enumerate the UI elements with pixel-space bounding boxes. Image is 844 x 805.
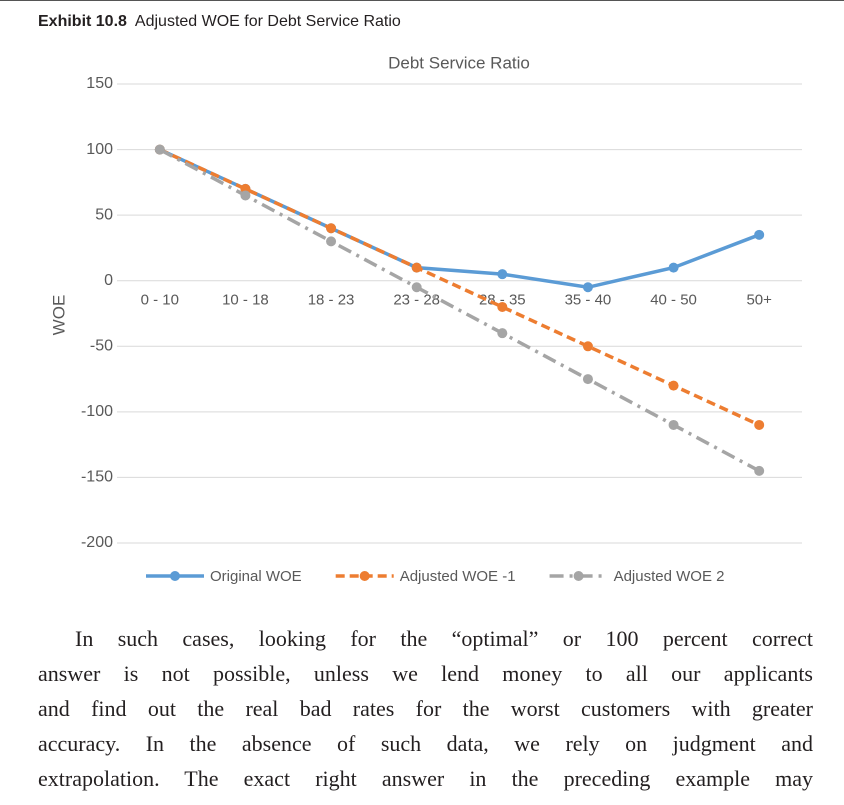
chart-title: Debt Service Ratio bbox=[388, 53, 530, 72]
y-tick-label: -150 bbox=[81, 469, 113, 486]
legend-label: Adjusted WOE 2 bbox=[614, 568, 725, 585]
data-point bbox=[154, 144, 165, 155]
data-point bbox=[582, 374, 593, 385]
exhibit-label: Exhibit 10.8 bbox=[38, 13, 127, 30]
exhibit-title: Adjusted WOE for Debt Service Ratio bbox=[135, 13, 401, 30]
text-line: accuracy. In the absence of such data, w… bbox=[38, 731, 813, 756]
y-tick-label: 50 bbox=[95, 206, 113, 223]
y-tick-label: -200 bbox=[81, 534, 113, 551]
y-tick-label: 100 bbox=[86, 141, 113, 158]
x-tick-label: 0 - 10 bbox=[141, 292, 179, 309]
data-point bbox=[582, 341, 593, 352]
data-point bbox=[326, 236, 337, 247]
legend-marker bbox=[359, 571, 370, 581]
legend-marker bbox=[573, 571, 584, 581]
data-point bbox=[497, 301, 508, 312]
exhibit: Exhibit 10.8 Adjusted WOE for Debt Servi… bbox=[0, 0, 844, 585]
y-tick-label: -50 bbox=[90, 338, 113, 355]
data-point bbox=[754, 465, 765, 476]
series-line bbox=[158, 148, 761, 473]
series-line bbox=[159, 147, 760, 290]
text-line: In such cases, looking for the “optimal”… bbox=[75, 626, 813, 651]
legend-label: Original WOE bbox=[210, 568, 302, 585]
data-point bbox=[754, 419, 765, 430]
text-line: and find out the real bad rates for the … bbox=[38, 696, 813, 721]
data-point bbox=[668, 419, 679, 430]
legend-marker bbox=[170, 571, 180, 581]
x-tick-label: 40 - 50 bbox=[650, 292, 697, 309]
data-point bbox=[668, 262, 679, 273]
x-tick-label: 28 - 35 bbox=[479, 292, 526, 309]
y-tick-label: 0 bbox=[104, 272, 113, 289]
y-tick-label: -100 bbox=[81, 403, 113, 420]
data-point bbox=[497, 269, 508, 280]
text-line: extrapolation. The exact right answer in… bbox=[38, 766, 813, 791]
text-line: answer is not possible, unless we lend m… bbox=[38, 661, 813, 686]
series-line bbox=[159, 147, 760, 427]
x-tick-label: 10 - 18 bbox=[222, 292, 269, 309]
data-point bbox=[582, 282, 593, 293]
data-point bbox=[668, 380, 679, 391]
data-point bbox=[411, 262, 422, 273]
y-tick-label: 150 bbox=[86, 75, 113, 92]
data-point bbox=[411, 282, 422, 293]
x-tick-label: 18 - 23 bbox=[308, 292, 355, 309]
data-point bbox=[240, 190, 251, 201]
x-tick-label: 35 - 40 bbox=[565, 292, 612, 309]
legend-label: Adjusted WOE -1 bbox=[400, 568, 516, 585]
x-tick-label: 50+ bbox=[746, 292, 772, 309]
x-tick-label: 23 - 28 bbox=[393, 292, 440, 309]
data-point bbox=[754, 229, 765, 240]
y-axis-label: WOE bbox=[49, 295, 68, 336]
data-point bbox=[497, 328, 508, 339]
data-point bbox=[326, 223, 337, 234]
